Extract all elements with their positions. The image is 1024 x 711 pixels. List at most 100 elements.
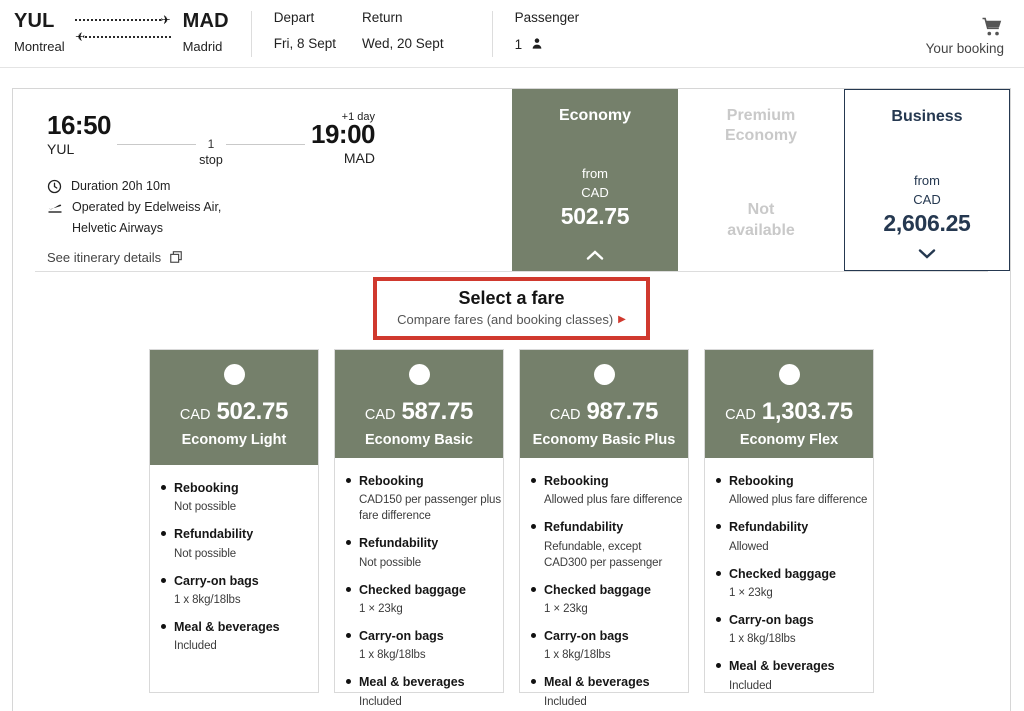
- fare-radio-button[interactable]: [778, 364, 800, 385]
- origin-airport[interactable]: YUL Montreal: [14, 10, 65, 54]
- fare-card-header[interactable]: CAD 587.75 Economy Basic: [335, 350, 503, 458]
- feature-label: Refundability: [174, 527, 254, 542]
- see-itinerary-details-link[interactable]: See itinerary details: [47, 250, 512, 265]
- flight-summary: 16:50 YUL 1 stop +1 day 19:00 MAD: [13, 89, 512, 271]
- arrival-day-offset: +1 day: [341, 111, 375, 123]
- fare-feature-item: Carry-on bags 1 x 8kg/18lbs: [161, 573, 316, 608]
- chevron-down-icon[interactable]: [917, 248, 937, 260]
- cabin-business[interactable]: Business from CAD 2,606.25: [844, 89, 1010, 271]
- feature-label: Rebooking: [359, 474, 424, 488]
- feature-label: Refundability: [544, 520, 624, 535]
- feature-value: 1 × 23kg: [544, 603, 588, 616]
- fare-features: Rebooking Allowed plus fare difference Ref…: [520, 458, 688, 711]
- cart-icon: [982, 17, 1002, 36]
- return-date-field[interactable]: Return Wed, 20 Sept: [362, 10, 444, 51]
- fare-feature-item: Meal & beverages Included: [716, 658, 871, 693]
- feature-label: Meal & beverages: [174, 620, 280, 635]
- departure-time: 16:50: [47, 110, 112, 140]
- feature-value: Allowed plus fare difference: [729, 494, 868, 507]
- feature-label: Checked baggage: [544, 582, 651, 597]
- economy-price: 502.75: [560, 203, 630, 229]
- fare-feature-item: Refundability Not possible: [346, 535, 501, 570]
- section-divider: [35, 271, 988, 272]
- stops-count: 1: [207, 137, 215, 151]
- fare-feature-item: Refundability Allowed: [716, 519, 871, 554]
- cabin-economy[interactable]: Economy from CAD 502.75: [512, 89, 678, 271]
- fare-feature-item: Rebooking Allowed plus fare difference: [716, 473, 871, 508]
- fare-currency: CAD: [549, 407, 581, 423]
- passenger-field[interactable]: Passenger 1: [515, 10, 580, 52]
- your-booking-button[interactable]: Your booking: [926, 10, 1004, 56]
- fare-features: Rebooking CAD150 per passenger plus fare …: [335, 458, 503, 711]
- feature-label: Meal & beverages: [359, 675, 465, 690]
- fare-name: Economy Flex: [739, 432, 839, 448]
- fare-price: 987.75: [586, 398, 659, 425]
- destination-airport[interactable]: MAD Madrid: [183, 10, 229, 54]
- destination-city: Madrid: [182, 39, 223, 54]
- route-line: 1 stop: [117, 111, 305, 167]
- business-currency: CAD: [913, 192, 941, 207]
- compare-fares-link[interactable]: Compare fares (and booking classes) ▶: [397, 312, 626, 327]
- fare-feature-item: Meal & beverages Included: [531, 674, 686, 709]
- economy-from-label: from: [582, 166, 608, 181]
- outbound-plane-icon: ✈: [160, 13, 171, 27]
- feature-value: Refundable, except CAD300 per passenger: [544, 540, 663, 569]
- fare-feature-item: Meal & beverages Included: [161, 619, 316, 654]
- your-booking-label: Your booking: [925, 41, 1004, 56]
- red-arrow-icon: ▶: [618, 314, 626, 325]
- feature-label: Carry-on bags: [174, 573, 259, 588]
- fare-cards-row: CAD 502.75 Economy Light Rebooking Not po…: [13, 349, 1010, 708]
- business-title: Business: [891, 108, 963, 125]
- feature-label: Refundability: [359, 536, 439, 551]
- departure-airport-code: YUL: [47, 140, 75, 157]
- passenger-icon: [532, 38, 542, 49]
- economy-currency: CAD: [581, 185, 609, 200]
- fare-feature-item: Checked baggage 1 × 23kg: [346, 582, 501, 617]
- return-label: Return: [362, 10, 403, 25]
- feature-label: Meal & beverages: [544, 675, 650, 690]
- operated-by-text-2: Helvetic Airways: [72, 220, 163, 235]
- flight-result-panel: 16:50 YUL 1 stop +1 day 19:00 MAD: [12, 88, 1011, 711]
- arrival-block: +1 day 19:00 MAD: [311, 111, 376, 166]
- return-value: Wed, 20 Sept: [362, 36, 444, 51]
- compare-fares-label: Compare fares (and booking classes): [397, 312, 614, 327]
- economy-title: Economy: [558, 107, 631, 124]
- feature-value: 1 x 8kg/18lbs: [544, 649, 611, 662]
- depart-date-field[interactable]: Depart Fri, 8 Sept: [274, 10, 336, 51]
- feature-label: Carry-on bags: [359, 629, 444, 644]
- operated-by-row-2: Helvetic Airways: [47, 221, 512, 235]
- feature-value: 1 x 8kg/18lbs: [359, 649, 426, 662]
- fare-radio-button[interactable]: [223, 364, 245, 385]
- fare-card-header[interactable]: CAD 987.75 Economy Basic Plus: [520, 350, 688, 458]
- flight-overview-row: 16:50 YUL 1 stop +1 day 19:00 MAD: [13, 89, 1010, 271]
- cabin-premium-economy: Premium Economy Not available: [678, 89, 844, 271]
- fare-card-header[interactable]: CAD 1,303.75 Economy Flex: [705, 350, 873, 458]
- fare-radio-button[interactable]: [408, 364, 430, 385]
- feature-value: 1 x 8kg/18lbs: [729, 633, 796, 646]
- fare-feature-item: Carry-on bags 1 x 8kg/18lbs: [716, 612, 871, 647]
- feature-value: 1 × 23kg: [729, 586, 773, 599]
- fare-price: 1,303.75: [761, 398, 853, 425]
- feature-label: Carry-on bags: [729, 613, 814, 628]
- premium-economy-title: Premium Economy: [724, 107, 797, 144]
- fare-name: Economy Basic: [365, 432, 473, 448]
- fare-price: 587.75: [401, 398, 474, 425]
- chevron-up-icon[interactable]: [585, 249, 605, 261]
- stops-label: stop: [199, 153, 223, 167]
- fare-feature-item: Refundability Not possible: [161, 526, 316, 561]
- feature-label: Rebooking: [544, 474, 609, 488]
- fare-name: Economy Basic Plus: [532, 432, 676, 448]
- feature-value: Allowed plus fare difference: [544, 494, 683, 507]
- fare-card-header[interactable]: CAD 502.75 Economy Light: [150, 350, 318, 465]
- feature-label: Refundability: [729, 520, 809, 535]
- open-details-icon: [170, 251, 182, 263]
- fare-feature-item: Rebooking CAD150 per passenger plus fare …: [346, 473, 501, 524]
- fare-currency: CAD: [179, 407, 211, 423]
- feature-value: Included: [174, 640, 217, 653]
- fare-radio-button[interactable]: [593, 364, 615, 385]
- fare-card-economy-basic-plus: CAD 987.75 Economy Basic Plus Rebooking A…: [519, 349, 689, 708]
- feature-value: Not possible: [174, 547, 237, 560]
- fare-feature-item: Refundability Refundable, except CAD300 p…: [531, 519, 686, 570]
- business-from-label: from: [913, 173, 940, 188]
